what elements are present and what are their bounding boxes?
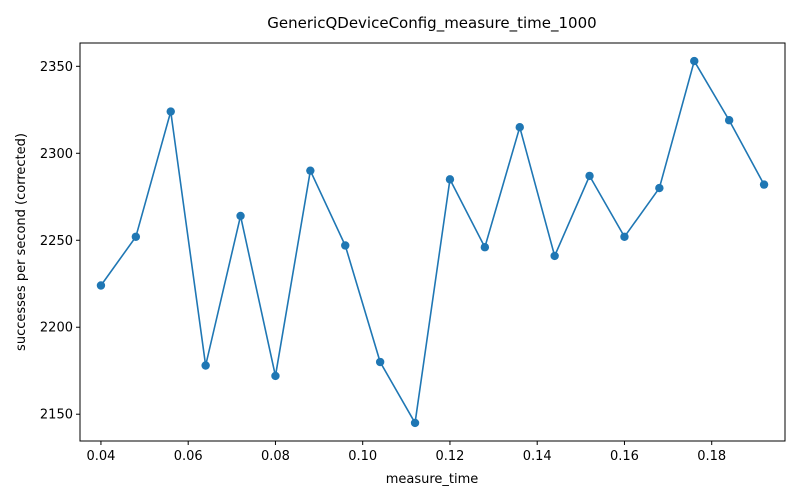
y-tick-label: 2350 <box>40 60 73 75</box>
data-point <box>550 251 559 261</box>
y-tick-label: 2300 <box>40 147 73 162</box>
data-point <box>236 211 245 221</box>
data-point <box>131 232 141 241</box>
x-axis: 0.04 0.06 0.08 0.10 0.12 0.14 0.16 0.18 <box>86 441 726 464</box>
data-point <box>620 232 629 241</box>
y-axis-label: successes per second (corrected) <box>14 133 29 351</box>
x-tick-label: 0.18 <box>697 449 726 464</box>
data-point <box>201 361 210 370</box>
x-tick-label: 0.14 <box>523 449 552 464</box>
data-point <box>724 116 734 125</box>
x-tick-label: 0.04 <box>86 449 115 464</box>
x-tick-label: 0.16 <box>610 449 639 464</box>
data-point <box>585 171 594 181</box>
series-line <box>100 59 765 426</box>
x-axis-label: measure_time <box>386 472 479 487</box>
data-point <box>480 243 490 252</box>
data-points <box>96 56 769 428</box>
data-point <box>410 418 420 428</box>
data-point <box>96 281 106 290</box>
data-point <box>306 166 315 175</box>
data-point <box>341 241 350 250</box>
x-tick-label: 0.08 <box>261 449 290 464</box>
data-point <box>375 357 385 367</box>
chart-title: GenericQDeviceConfig_measure_time_1000 <box>267 14 596 33</box>
x-tick-label: 0.12 <box>435 449 464 464</box>
y-tick-label: 2250 <box>40 234 73 249</box>
x-tick-label: 0.06 <box>174 449 203 464</box>
plot-area <box>79 42 786 442</box>
y-axis: 2150 2200 2250 2300 2350 <box>40 60 80 423</box>
y-tick-label: 2150 <box>40 408 73 423</box>
data-point <box>271 371 280 381</box>
data-point <box>515 122 524 132</box>
data-point <box>445 175 455 184</box>
data-point <box>655 183 664 193</box>
data-point <box>690 56 699 66</box>
x-tick-label: 0.10 <box>348 449 377 464</box>
y-tick-label: 2200 <box>40 321 73 336</box>
data-point <box>759 180 769 189</box>
data-point <box>166 107 175 116</box>
